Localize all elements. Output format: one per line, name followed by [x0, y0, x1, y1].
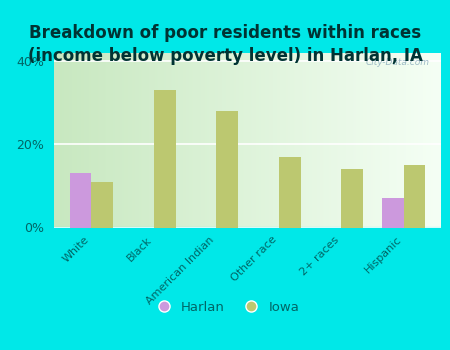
Text: Other race: Other race [230, 234, 279, 284]
Bar [404, 165, 425, 228]
Text: American Indian: American Indian [144, 234, 216, 306]
Text: Breakdown of poor residents within races
(income below poverty level) in Harlan,: Breakdown of poor residents within races… [27, 25, 423, 65]
Bar [341, 169, 363, 228]
Bar [279, 157, 301, 228]
Text: Hispanic: Hispanic [363, 234, 404, 275]
Text: White: White [61, 234, 91, 265]
Bar [382, 198, 404, 228]
Bar [216, 111, 238, 228]
Text: City-Data.com: City-Data.com [365, 58, 429, 67]
Bar [70, 173, 91, 228]
Text: 2+ races: 2+ races [298, 234, 341, 277]
Text: Black: Black [126, 234, 154, 263]
Legend: Harlan, Iowa: Harlan, Iowa [145, 295, 305, 319]
Bar [91, 182, 113, 228]
Bar [154, 90, 176, 228]
